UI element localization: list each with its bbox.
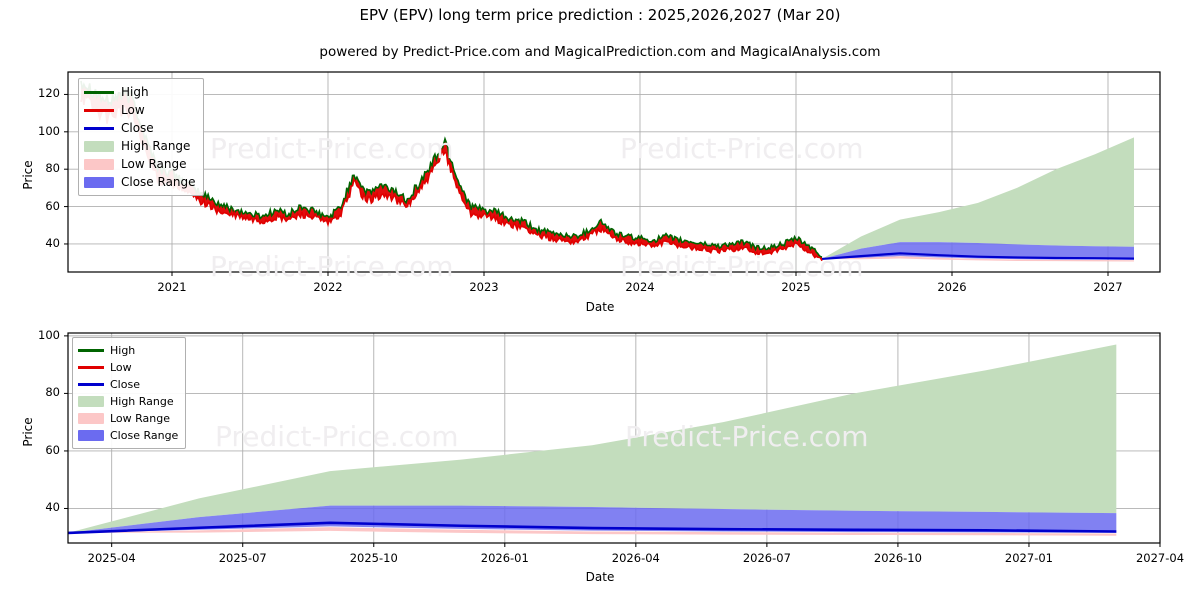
legend-swatch-icon bbox=[84, 108, 114, 112]
legend-label: Close bbox=[121, 121, 154, 135]
legend-item-high-range: High Range bbox=[84, 137, 196, 155]
top-x-axis-label: Date bbox=[585, 300, 615, 314]
legend-label: Low Range bbox=[121, 157, 187, 171]
legend-item-close: Close bbox=[78, 376, 178, 393]
y-tick-label: 60 bbox=[45, 442, 60, 457]
page-subtitle: powered by Predict-Price.com and Magical… bbox=[319, 44, 881, 60]
legend-item-high: High bbox=[84, 83, 196, 101]
x-tick-label: 2024 bbox=[625, 280, 655, 294]
y-tick-label: 60 bbox=[45, 198, 60, 213]
y-tick-label: 80 bbox=[45, 385, 60, 400]
legend-label: Close bbox=[110, 378, 140, 391]
x-tick-label: 2025 bbox=[781, 280, 811, 294]
x-tick-label: 2027 bbox=[1093, 280, 1123, 294]
legend-swatch-icon bbox=[84, 158, 114, 170]
y-tick-label: 40 bbox=[45, 235, 60, 250]
x-tick-label: 2025-10 bbox=[349, 551, 398, 565]
legend-label: High bbox=[110, 344, 136, 357]
bottom-chart-legend: High Low Close High Range Low Range Close Ran… bbox=[72, 337, 187, 449]
legend-item-low-range: Low Range bbox=[84, 155, 196, 173]
legend-swatch-icon bbox=[78, 413, 104, 424]
legend-swatch-icon bbox=[78, 383, 104, 386]
legend-item-high: High bbox=[78, 342, 178, 359]
bottom-chart-svg bbox=[64, 332, 1161, 547]
y-tick-label: 100 bbox=[38, 123, 60, 138]
legend-label: High Range bbox=[110, 395, 174, 408]
legend-item-low-range: Low Range bbox=[78, 410, 178, 427]
legend-item-low: Low bbox=[84, 101, 196, 119]
x-tick-label: 2027-04 bbox=[1135, 551, 1185, 565]
legend-swatch-icon bbox=[78, 430, 104, 441]
legend-label: Close Range bbox=[121, 175, 196, 189]
legend-swatch-icon bbox=[84, 126, 114, 130]
legend-item-close-range: Close Range bbox=[84, 173, 196, 191]
x-tick-label: 2027-01 bbox=[1004, 551, 1053, 565]
top-chart-panel: Price Date High Low Close High Range Low Ran… bbox=[21, 71, 1161, 314]
x-tick-label: 2022 bbox=[313, 280, 343, 294]
legend-swatch-icon bbox=[78, 349, 104, 352]
legend-swatch-icon bbox=[84, 140, 114, 152]
y-tick-label: 80 bbox=[45, 161, 60, 176]
legend-item-close: Close bbox=[84, 119, 196, 137]
page-title: EPV (EPV) long term price prediction : 2… bbox=[359, 6, 841, 24]
x-tick-label: 2026-07 bbox=[742, 551, 791, 565]
legend-label: Close Range bbox=[110, 429, 179, 442]
legend-label: Low bbox=[121, 103, 145, 117]
bottom-chart-panel: Price Date High Low Close High Range Low Ran… bbox=[0, 315, 1200, 600]
legend-swatch-icon bbox=[84, 90, 114, 94]
x-tick-label: 2026 bbox=[937, 280, 967, 294]
legend-label: Low Range bbox=[110, 412, 171, 425]
bottom-x-axis-label: Date bbox=[585, 570, 615, 584]
legend-swatch-icon bbox=[84, 176, 114, 188]
y-tick-label: 100 bbox=[38, 327, 60, 342]
y-tick-label: 120 bbox=[38, 86, 60, 101]
legend-label: Low bbox=[110, 361, 132, 374]
legend-label: High Range bbox=[121, 139, 191, 153]
top-chart-legend: High Low Close High Range Low Range Close Ran… bbox=[78, 78, 204, 196]
legend-item-low: Low bbox=[78, 359, 178, 376]
x-tick-label: 2021 bbox=[157, 280, 187, 294]
x-tick-label: 2026-04 bbox=[611, 551, 660, 565]
x-tick-label: 2023 bbox=[469, 280, 499, 294]
legend-swatch-icon bbox=[78, 396, 104, 407]
x-tick-label: 2026-01 bbox=[480, 551, 529, 565]
y-tick-label: 40 bbox=[45, 500, 60, 515]
legend-item-high-range: High Range bbox=[78, 393, 178, 410]
x-tick-label: 2026-10 bbox=[873, 551, 922, 565]
top-chart-svg bbox=[64, 71, 1161, 276]
legend-swatch-icon bbox=[78, 366, 104, 369]
x-tick-label: 2025-04 bbox=[87, 551, 136, 565]
legend-item-close-range: Close Range bbox=[78, 427, 178, 444]
x-tick-label: 2025-07 bbox=[218, 551, 267, 565]
legend-label: High bbox=[121, 85, 149, 99]
